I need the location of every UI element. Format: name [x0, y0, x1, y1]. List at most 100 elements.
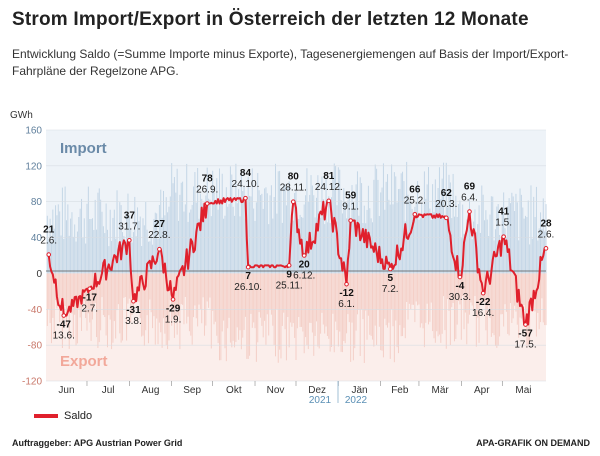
gridlines: [46, 129, 546, 382]
annotation-value: -47: [57, 320, 72, 331]
annotation-dot: [290, 199, 296, 205]
annotation-value: 7: [245, 271, 251, 282]
footer-client: Auftraggeber: APG Austrian Power Grid: [12, 438, 183, 448]
annotations: 212.6.-4713.6.-172.7.3731.7.-313.8.2722.…: [40, 168, 554, 350]
annotation-value: -4: [455, 281, 464, 292]
annotation-dot: [543, 246, 549, 251]
annotation-dot: [480, 290, 486, 296]
annotation-date: 31.7.: [118, 221, 140, 232]
annotation-value: -29: [166, 303, 181, 314]
month-label: Jun: [58, 385, 74, 396]
annotation-value: 80: [288, 172, 300, 183]
year-label-2021: 2021: [309, 395, 332, 406]
import-zone-label: Import: [60, 140, 107, 157]
annotation-date: 2.6.: [538, 229, 555, 240]
y-tick-label: 80: [31, 197, 43, 208]
annotation-value: 20: [299, 260, 311, 271]
annotation-date: 6.12.: [293, 271, 315, 282]
annotation-dot: [204, 201, 210, 206]
annotation-date: 6.1.: [338, 299, 355, 310]
export-zone-label: Export: [60, 353, 108, 370]
annotation-value: 41: [498, 207, 510, 218]
annotation-dot: [326, 198, 332, 204]
annotation-dot: [457, 274, 463, 280]
annotation-date: 2.7.: [81, 304, 98, 315]
annotation-date: 3.8.: [125, 316, 142, 327]
import-export-hatch: [46, 161, 547, 363]
annotation-dot: [46, 252, 52, 257]
annotation-date: 9.1.: [342, 202, 359, 213]
annotation-value: 78: [202, 174, 214, 185]
footer-source: APA-GRAFIK ON DEMAND: [476, 438, 590, 448]
annotation-date: 25.11.: [276, 280, 303, 291]
annotation-date: 17.5.: [514, 340, 536, 351]
month-label: Aug: [142, 385, 160, 396]
y-tick-label: -40: [28, 305, 43, 316]
annotation-value: -57: [518, 329, 533, 340]
month-label: Jul: [102, 385, 115, 396]
annotation-dot: [348, 218, 353, 223]
annotation-date: 24.10.: [232, 179, 260, 190]
annotation-value: -12: [339, 288, 354, 299]
chart-subtitle: Entwicklung Saldo (=Summe Importe minus …: [12, 47, 569, 78]
annotation-value: 21: [43, 225, 55, 236]
chart-title: Strom Import/Export in Österreich der le…: [12, 9, 529, 30]
annotation-date: 25.2.: [404, 195, 426, 206]
month-label: Nov: [267, 385, 285, 396]
annotation-date: 28.11.: [280, 183, 307, 194]
annotation-value: 69: [464, 182, 476, 193]
y-axis-ticks: -120 -80 -40 0 40 80 120 160: [22, 126, 42, 388]
y-tick-label: 160: [25, 126, 42, 137]
y-tick-label: 0: [36, 269, 42, 280]
annotation-date: 2.6.: [40, 236, 57, 247]
year-label-2022: 2022: [345, 395, 368, 406]
annotation-date: 13.6.: [53, 331, 75, 342]
annotation-value: 9: [286, 269, 292, 280]
y-tick-label: -80: [28, 341, 43, 352]
annotation-value: 81: [323, 171, 335, 182]
x-axis-months: Jun Jul Aug Sep Okt Nov Dez Jän Feb Mär Apr Mai: [58, 381, 532, 396]
annotation-date: 7.2.: [382, 284, 399, 295]
annotation-value: 5: [387, 273, 393, 284]
annotation-date: 20.3.: [435, 199, 457, 210]
annotation-dot: [412, 211, 418, 217]
annotation-dot: [286, 263, 292, 268]
month-label: Sep: [183, 385, 201, 396]
month-label: Okt: [226, 385, 242, 396]
month-label: Dez: [308, 385, 326, 396]
month-label: Feb: [391, 385, 409, 396]
annotation-dot: [61, 313, 67, 318]
annotation-dot: [243, 195, 248, 201]
legend: Saldo: [34, 410, 92, 422]
y-tick-label: 40: [31, 233, 43, 244]
y-tick-label: 120: [25, 161, 42, 172]
annotation-dot: [523, 322, 528, 327]
annotation-value: 27: [154, 219, 166, 230]
annotation-date: 30.3.: [449, 292, 471, 303]
month-label: Apr: [474, 385, 490, 396]
annotation-date: 1.9.: [165, 314, 182, 325]
annotation-value: -17: [82, 293, 97, 304]
month-label: Mär: [432, 385, 450, 396]
annotation-dot: [501, 234, 506, 239]
annotation-value: 59: [345, 191, 357, 202]
annotation-dot: [170, 297, 176, 302]
legend-label-saldo: Saldo: [64, 410, 93, 422]
legend-swatch-saldo: [34, 414, 58, 418]
annotation-dot: [387, 266, 393, 272]
annotation-date: 16.4.: [472, 308, 494, 319]
annotation-dot: [443, 215, 449, 221]
annotation-value: -31: [126, 305, 141, 316]
annotation-value: 28: [540, 218, 552, 229]
annotation-date: 1.5.: [495, 218, 512, 229]
month-label: Jän: [351, 385, 367, 396]
y-axis-label: GWh: [10, 110, 33, 121]
annotation-dots: [46, 195, 549, 327]
annotation-value: 62: [441, 188, 453, 199]
annotation-dot: [131, 298, 136, 304]
annotation-date: 22.8.: [148, 230, 170, 241]
annotation-dot: [344, 281, 349, 287]
annotation-dot: [157, 246, 162, 252]
saldo-series-line: [47, 197, 546, 326]
